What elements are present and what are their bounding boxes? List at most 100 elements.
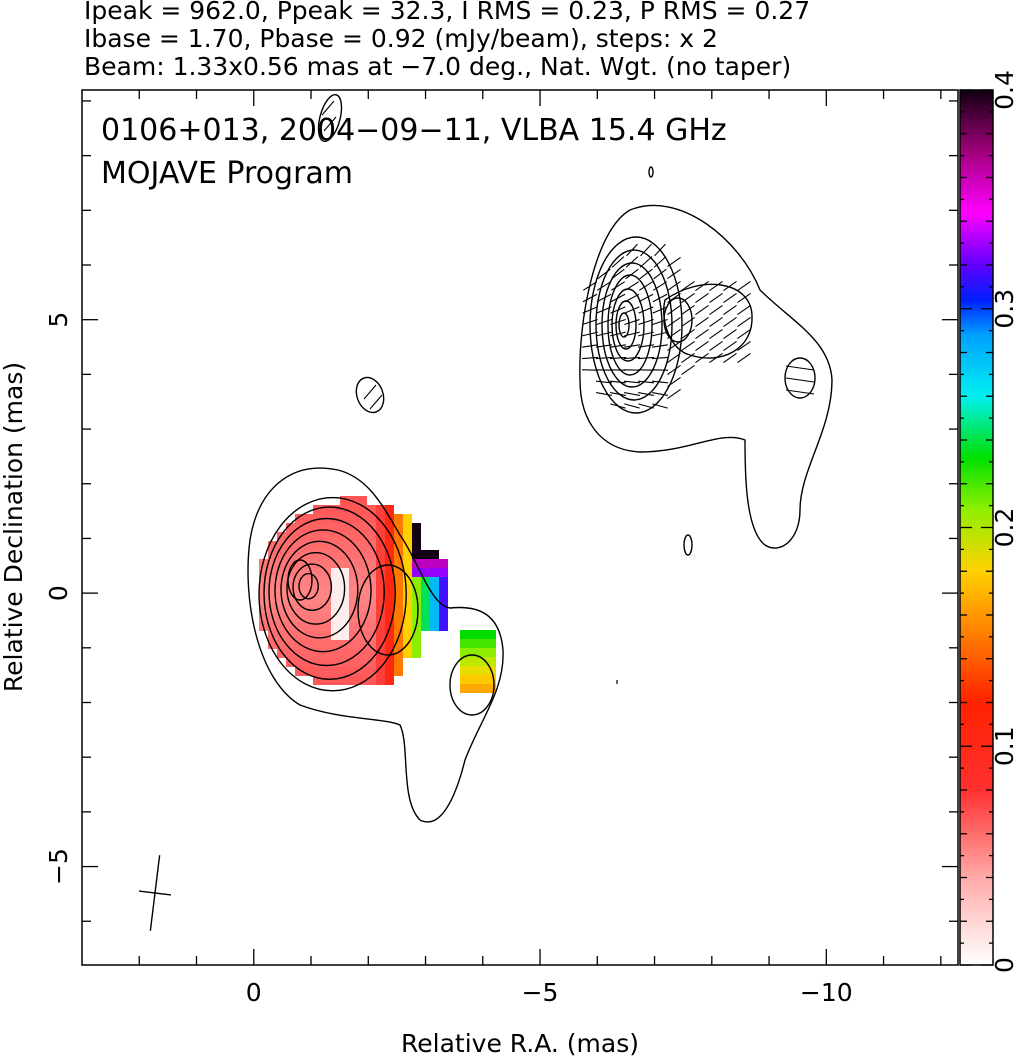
evpa-vector (639, 256, 653, 268)
contour-level (663, 297, 693, 343)
evpa-vector (595, 356, 613, 360)
pol-pixel (394, 622, 403, 631)
pol-pixel (304, 613, 313, 622)
pol-pixel (385, 640, 394, 649)
pol-pixel (322, 577, 331, 586)
pol-pixel (478, 630, 487, 639)
pol-pixel (340, 631, 349, 640)
pol-pixel (295, 604, 304, 613)
pol-pixel (340, 550, 349, 559)
pol-pixel (430, 568, 439, 577)
pol-pixel (268, 586, 277, 595)
pol-pixel (376, 532, 385, 541)
pol-pixel (478, 675, 487, 684)
pol-pixel (367, 676, 376, 685)
pol-pixel (295, 658, 304, 667)
pol-pixel (295, 514, 304, 523)
pol-pixel (385, 676, 394, 685)
evpa-vector (681, 316, 695, 328)
evpa-vector (695, 340, 709, 352)
pol-pixel (259, 577, 268, 586)
pol-pixel (403, 631, 412, 640)
evpa-vector (652, 344, 668, 348)
pol-pixel (394, 613, 403, 622)
program-annotation: MOJAVE Program (101, 156, 353, 191)
pol-pixel (322, 559, 331, 568)
evpa-vector (582, 306, 598, 314)
evpa-vector (638, 281, 654, 291)
evpa-vector (626, 243, 638, 257)
pol-pixel (268, 604, 277, 613)
pol-pixel (394, 550, 403, 559)
pol-pixel (295, 622, 304, 631)
colorbar-tick-label: 0 (990, 957, 1019, 973)
evpa-vector (624, 344, 640, 348)
evpa-vector (610, 391, 626, 397)
pol-pixel (478, 657, 487, 666)
pol-pixel (376, 568, 385, 577)
pol-pixel (313, 604, 322, 613)
evpa-vector (596, 331, 612, 337)
evpa-vector (723, 304, 737, 316)
pol-pixel (286, 550, 295, 559)
contour-level (286, 552, 346, 625)
evpa-vector (723, 292, 737, 304)
pol-pixel (439, 559, 448, 568)
pol-pixel (421, 604, 430, 613)
pol-pixel (313, 631, 322, 640)
pol-pixel (286, 532, 295, 541)
header-line-3: Beam: 1.33x0.56 mas at −7.0 deg., Nat. W… (84, 52, 791, 81)
pol-pixel (340, 649, 349, 658)
pol-pixel (469, 630, 478, 639)
evpa-vector (723, 316, 737, 328)
pol-pixel (376, 505, 385, 514)
pol-pixel (430, 550, 439, 559)
pol-pixel (430, 613, 439, 622)
evpa-vector (709, 352, 723, 364)
pol-pixel (358, 676, 367, 685)
pol-pixel (286, 523, 295, 532)
pol-pixel (412, 613, 421, 622)
pol-pixel (430, 559, 439, 568)
pol-pixel (403, 532, 412, 541)
pol-pixel (268, 550, 277, 559)
pol-pixel (313, 568, 322, 577)
pol-pixel (259, 559, 268, 568)
pol-pixel (322, 541, 331, 550)
pol-pixel (385, 604, 394, 613)
pol-pixel (313, 658, 322, 667)
evpa-vector (723, 280, 737, 292)
x-axis-label: Relative R.A. (mas) (401, 1029, 639, 1058)
contour-level (449, 654, 495, 716)
pol-pixel (385, 613, 394, 622)
pol-pixel (385, 631, 394, 640)
source-annotation: 0106+013, 2004−09−11, VLBA 15.4 GHz (101, 113, 727, 148)
beam-marker (139, 855, 171, 931)
pol-pixel (268, 622, 277, 631)
evpa-vector (651, 380, 669, 384)
pol-pixel (403, 541, 412, 550)
pol-pixel (358, 586, 367, 595)
pol-pixel (313, 622, 322, 631)
evpa-vector (610, 403, 626, 409)
pol-pixel (403, 523, 412, 532)
pol-pixel (268, 640, 277, 649)
evpa-vector (709, 340, 723, 352)
pol-pixel (487, 630, 496, 639)
pol-pixel (385, 523, 394, 532)
pol-pixel (322, 595, 331, 604)
pol-pixel (322, 586, 331, 595)
evpa-vector (667, 328, 681, 340)
pol-pixel (412, 577, 421, 586)
pol-pixel (349, 676, 358, 685)
pol-pixel (394, 523, 403, 532)
pol-pixel (349, 640, 358, 649)
pol-pixel (259, 613, 268, 622)
pol-pixel (277, 631, 286, 640)
pol-pixel (376, 577, 385, 586)
x-tick-label: −10 (800, 978, 853, 1007)
pol-pixel (358, 505, 367, 514)
pol-pixel (331, 550, 340, 559)
pol-pixel (367, 667, 376, 676)
pol-pixel (367, 505, 376, 514)
